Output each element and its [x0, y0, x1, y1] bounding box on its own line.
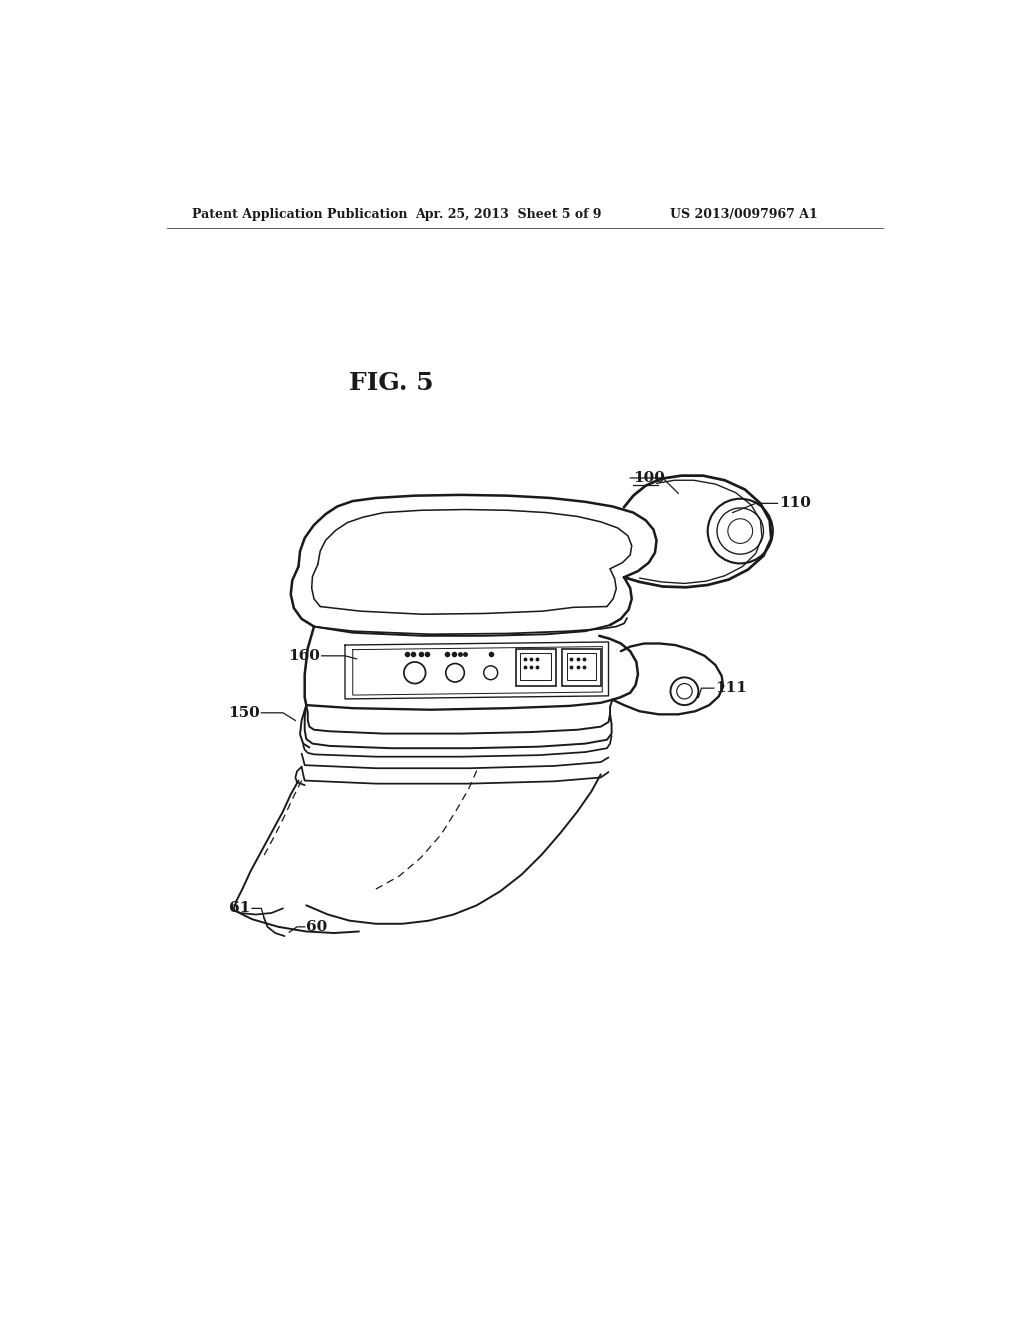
Text: FIG. 5: FIG. 5 — [349, 371, 434, 395]
Text: US 2013/0097967 A1: US 2013/0097967 A1 — [671, 209, 818, 222]
Text: 60: 60 — [306, 920, 328, 933]
Text: Apr. 25, 2013  Sheet 5 of 9: Apr. 25, 2013 Sheet 5 of 9 — [415, 209, 601, 222]
Text: 100: 100 — [633, 471, 666, 484]
Text: 150: 150 — [228, 706, 260, 719]
Text: 111: 111 — [716, 681, 748, 696]
Text: 110: 110 — [779, 496, 811, 511]
Text: Patent Application Publication: Patent Application Publication — [191, 209, 408, 222]
Text: 61: 61 — [229, 902, 251, 915]
Text: 160: 160 — [289, 649, 321, 663]
